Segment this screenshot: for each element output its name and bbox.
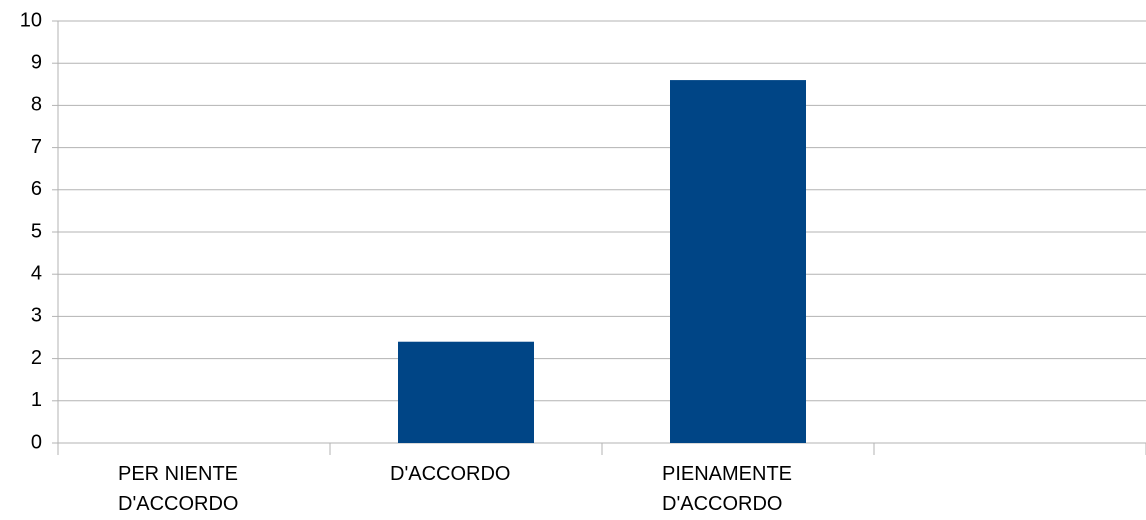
- y-tick-label: 3: [31, 305, 42, 327]
- y-tick-label: 9: [31, 51, 42, 73]
- y-tick-label: 10: [20, 9, 42, 31]
- y-tick-label: 2: [31, 347, 42, 369]
- y-tick-label: 8: [31, 94, 42, 116]
- y-tick-label: 7: [31, 136, 42, 158]
- y-tick-label: 4: [31, 262, 42, 284]
- y-tick-label: 6: [31, 178, 42, 200]
- x-tick-label: D'ACCORDO: [390, 463, 511, 485]
- x-tick-label: PER NIENTE D'ACCORDO: [118, 463, 239, 515]
- y-tick-label: 1: [31, 389, 42, 411]
- y-tick-label: 0: [31, 431, 42, 453]
- bar: [398, 341, 534, 443]
- bar: [670, 80, 806, 443]
- x-tick-label: PIENAMENTE D'ACCORDO: [662, 463, 793, 515]
- y-tick-label: 5: [31, 220, 42, 242]
